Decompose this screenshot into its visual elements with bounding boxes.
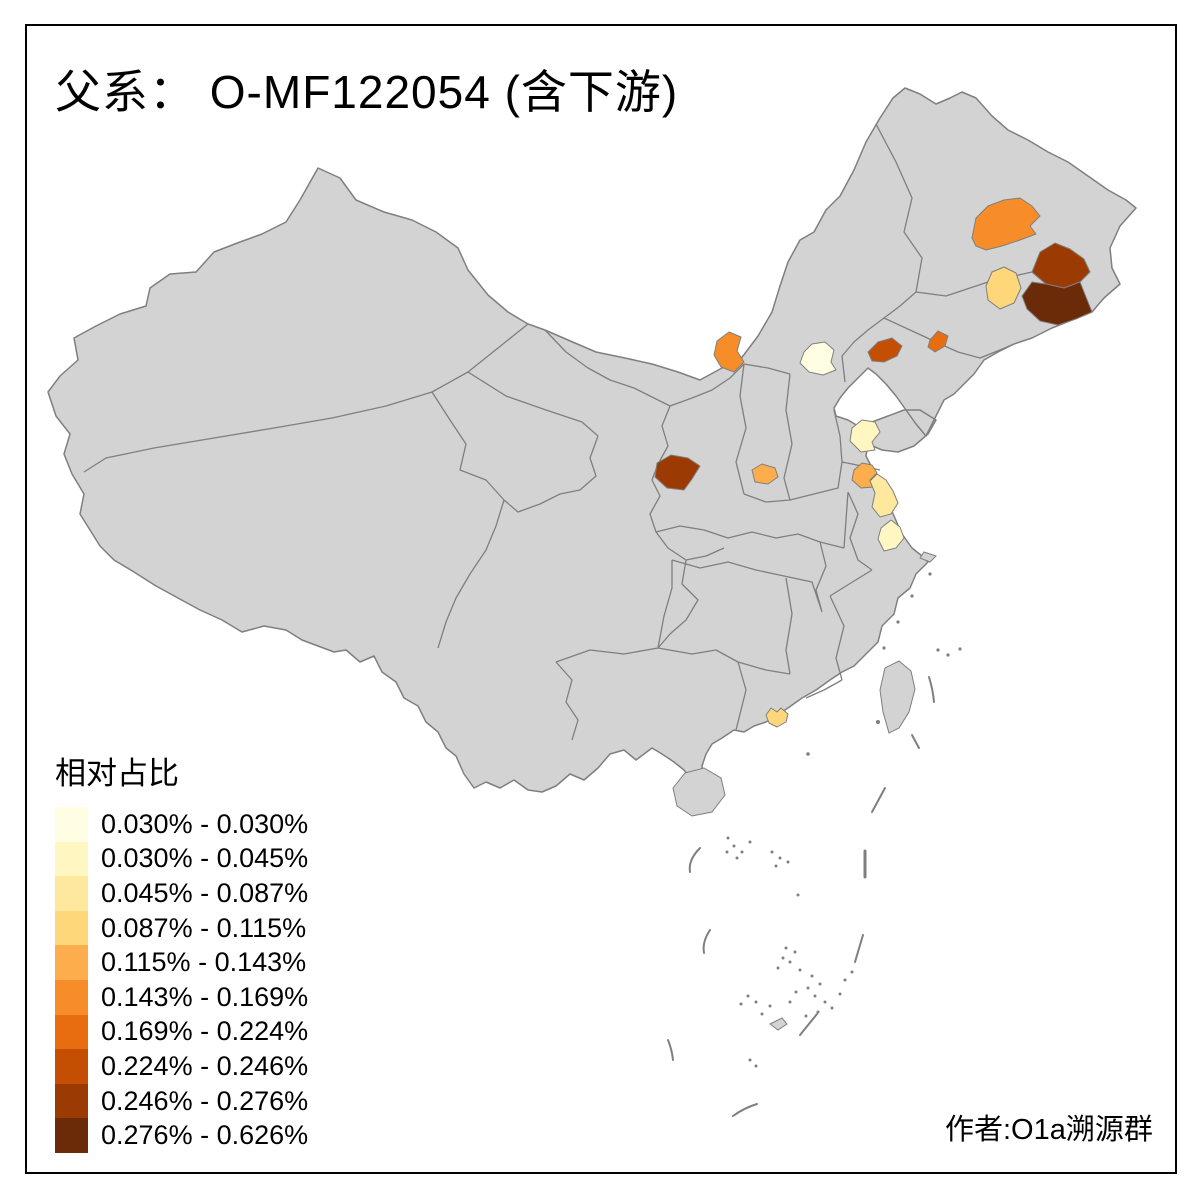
dash-segment: [702, 929, 711, 954]
legend-label: 0.115% - 0.143%: [101, 947, 307, 978]
legend-row: 0.087% - 0.115%: [55, 910, 308, 946]
legend-row: 0.030% - 0.030%: [55, 807, 308, 842]
map-region-liaoning-central: [927, 330, 949, 353]
legend-row: 0.045% - 0.087%: [55, 876, 308, 911]
legend-label: 0.030% - 0.045%: [101, 843, 309, 874]
legend-swatch: [55, 1014, 88, 1050]
page-title: 父系： O-MF122054 (含下游): [55, 66, 679, 118]
map-region-guangdong-pearl-delta: [765, 707, 789, 728]
legend-swatch: [55, 1118, 88, 1153]
map-region-liaoning-west: [867, 337, 903, 363]
legend-label: 0.276% - 0.626%: [101, 1120, 309, 1151]
map-region-shandong-central: [849, 419, 881, 453]
legend-row: 0.246% - 0.276%: [55, 1083, 309, 1119]
islands: [672, 551, 962, 1031]
dash-segment: [854, 934, 864, 963]
map-region-heilongjiang-central: [971, 197, 1041, 251]
dash-segment: [732, 1103, 758, 1117]
islet-dot: [958, 647, 962, 651]
dash-segment: [688, 847, 701, 873]
map-region-jilin-changchun: [985, 266, 1022, 310]
legend-swatch: [55, 1083, 88, 1119]
map-region-shanxi-southeast: [751, 463, 779, 485]
legend-title: 相对占比: [55, 756, 179, 791]
map-region-shaanxi-north: [654, 454, 701, 491]
legend-swatch: [55, 1049, 88, 1084]
dash-segment: [911, 734, 920, 749]
dash-segment: [928, 676, 935, 703]
legend-label: 0.169% - 0.224%: [101, 1016, 309, 1047]
legend-swatch: [55, 910, 88, 946]
legend-row: 0.276% - 0.626%: [55, 1118, 308, 1153]
islet-dot: [910, 594, 914, 598]
plot-frame: [25, 24, 1177, 1174]
map-region-beijing: [799, 341, 837, 376]
south-china-sea-islands: [725, 836, 854, 1068]
chongming-island: [919, 551, 937, 563]
legend-row: 0.169% - 0.224%: [55, 1014, 309, 1050]
legend-rows: 0.030% - 0.030% 0.030% - 0.045% 0.045% - 0…: [55, 807, 308, 1153]
legend-label: 0.030% - 0.030%: [101, 808, 309, 839]
china-mainland: [47, 87, 1137, 793]
province-borders: [83, 123, 1093, 741]
islet-dot: [936, 648, 940, 652]
map-region-jiangsu-nantong: [877, 519, 905, 552]
legend-row: 0.115% - 0.143%: [55, 945, 308, 980]
nine-dash-line: [667, 676, 935, 1117]
map-region-jiangsu-yancheng: [869, 473, 899, 518]
attribution-text: 作者:O1a溯源群: [945, 1114, 1153, 1146]
legend-label: 0.143% - 0.169%: [101, 981, 309, 1012]
south-sea-islet: [769, 1017, 788, 1031]
penghu-islet: [876, 720, 880, 724]
legend-label: 0.224% - 0.246%: [101, 1050, 309, 1081]
dash-segment: [871, 787, 886, 813]
legend-swatch: [55, 807, 88, 842]
map-region-jilin-east: [1021, 281, 1093, 326]
dash-segment: [667, 1039, 674, 1061]
legend-row: 0.143% - 0.169%: [55, 979, 309, 1015]
islet-dot: [928, 572, 932, 576]
hainan-island: [672, 767, 726, 817]
legend-label: 0.045% - 0.087%: [101, 877, 309, 908]
choropleth-regions: [654, 197, 1093, 728]
legend: 相对占比 0.030% - 0.030% 0.030% - 0.045% 0.045…: [55, 748, 308, 1153]
islet-dot: [882, 646, 886, 650]
legend-swatch: [55, 979, 88, 1015]
legend-label: 0.087% - 0.115%: [101, 912, 307, 943]
islet-dot: [806, 752, 810, 756]
islet-dot: [946, 653, 950, 657]
legend-row: 0.030% - 0.045%: [55, 841, 309, 877]
legend-swatch: [55, 876, 88, 911]
legend-swatch: [55, 841, 88, 877]
legend-label: 0.246% - 0.276%: [101, 1085, 309, 1116]
islet-dot: [896, 620, 900, 624]
legend-row: 0.224% - 0.246%: [55, 1049, 308, 1084]
legend-swatch: [55, 945, 88, 980]
map-region-hebei-northwest: [713, 331, 745, 373]
taiwan-island: [879, 660, 916, 734]
dash-segment: [799, 1013, 818, 1036]
